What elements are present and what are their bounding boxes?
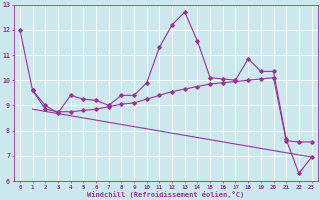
X-axis label: Windchill (Refroidissement éolien,°C): Windchill (Refroidissement éolien,°C) [87, 191, 244, 198]
